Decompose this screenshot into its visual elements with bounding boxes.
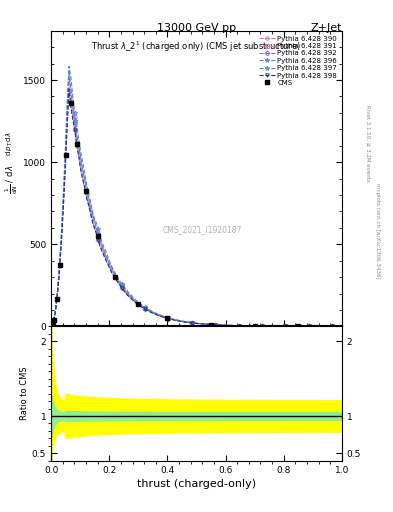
Pythia 6.428 397: [340, 323, 344, 329]
CMS: [69, 100, 74, 106]
CMS: [252, 323, 257, 329]
Pythia 6.428 392: [291, 323, 296, 329]
Pythia 6.428 397: [203, 321, 208, 327]
CMS: [84, 188, 88, 194]
CMS: [136, 301, 141, 307]
Text: Z+Jet: Z+Jet: [310, 23, 342, 33]
Pythia 6.428 396: [291, 323, 296, 329]
Pythia 6.428 398: [203, 321, 208, 327]
Pythia 6.428 397: [291, 323, 296, 329]
Pythia 6.428 396: [49, 323, 54, 329]
Pythia 6.428 397: [252, 323, 257, 329]
Line: Pythia 6.428 390: Pythia 6.428 390: [50, 68, 343, 328]
Pythia 6.428 391: [203, 321, 208, 327]
Pythia 6.428 397: [66, 70, 71, 76]
Pythia 6.428 397: [215, 322, 219, 328]
Pythia 6.428 396: [252, 323, 257, 329]
Line: CMS: CMS: [50, 101, 301, 329]
Line: Pythia 6.428 391: Pythia 6.428 391: [50, 75, 343, 328]
Pythia 6.428 391: [147, 307, 151, 313]
Pythia 6.428 390: [291, 323, 296, 329]
Text: CMS_2021_I1920187: CMS_2021_I1920187: [163, 225, 242, 234]
Pythia 6.428 398: [66, 86, 71, 92]
Pythia 6.428 392: [203, 321, 208, 327]
CMS: [55, 296, 59, 302]
Pythia 6.428 392: [147, 308, 151, 314]
CMS: [75, 141, 80, 147]
Pythia 6.428 390: [340, 323, 344, 329]
Pythia 6.428 391: [166, 315, 171, 322]
Pythia 6.428 390: [66, 67, 71, 73]
Pythia 6.428 390: [49, 323, 54, 329]
Text: 13000 GeV pp: 13000 GeV pp: [157, 23, 236, 33]
Y-axis label: $\frac{1}{\mathrm{d}N}$ / $\mathrm{d}\,\lambda$: $\frac{1}{\mathrm{d}N}$ / $\mathrm{d}\,\…: [4, 163, 20, 194]
Pythia 6.428 391: [291, 323, 296, 329]
Pythia 6.428 392: [166, 315, 171, 322]
CMS: [296, 323, 301, 329]
Pythia 6.428 397: [166, 315, 171, 322]
Y-axis label: Ratio to CMS: Ratio to CMS: [20, 367, 29, 420]
Pythia 6.428 398: [252, 323, 257, 329]
Legend: Pythia 6.428 390, Pythia 6.428 391, Pythia 6.428 392, Pythia 6.428 396, Pythia 6: Pythia 6.428 390, Pythia 6.428 391, Pyth…: [258, 34, 338, 88]
Text: $\mathrm{d}^2N$
$\mathrm{d}\,p_T\,\mathrm{d}\,\lambda$: $\mathrm{d}^2N$ $\mathrm{d}\,p_T\,\mathr…: [0, 131, 15, 156]
Pythia 6.428 391: [340, 323, 344, 329]
Pythia 6.428 396: [147, 306, 151, 312]
Pythia 6.428 392: [49, 323, 54, 329]
CMS: [95, 232, 100, 239]
Pythia 6.428 396: [166, 315, 171, 321]
Pythia 6.428 397: [147, 307, 151, 313]
Line: Pythia 6.428 396: Pythia 6.428 396: [49, 64, 344, 329]
Pythia 6.428 391: [252, 323, 257, 329]
Line: Pythia 6.428 398: Pythia 6.428 398: [50, 88, 343, 328]
Pythia 6.428 390: [147, 307, 151, 313]
Pythia 6.428 397: [49, 323, 54, 329]
CMS: [165, 315, 170, 321]
Line: Pythia 6.428 392: Pythia 6.428 392: [50, 87, 343, 328]
Line: Pythia 6.428 397: Pythia 6.428 397: [49, 71, 344, 329]
Pythia 6.428 392: [340, 323, 344, 329]
Text: mcplots.cern.ch [arXiv:1306.3436]: mcplots.cern.ch [arXiv:1306.3436]: [375, 183, 380, 278]
Pythia 6.428 392: [215, 322, 219, 328]
CMS: [57, 262, 62, 268]
Pythia 6.428 398: [49, 323, 54, 329]
Pythia 6.428 396: [340, 323, 344, 329]
Pythia 6.428 398: [291, 323, 296, 329]
Pythia 6.428 398: [340, 323, 344, 329]
Text: Thrust $\lambda$_2$^{1}$ (charged only) (CMS jet substructure): Thrust $\lambda$_2$^{1}$ (charged only) …: [92, 39, 301, 54]
Pythia 6.428 396: [215, 322, 219, 328]
CMS: [50, 322, 55, 328]
Pythia 6.428 390: [252, 323, 257, 329]
Pythia 6.428 391: [49, 323, 54, 329]
CMS: [113, 273, 118, 280]
Pythia 6.428 398: [147, 308, 151, 314]
X-axis label: thrust (charged-only): thrust (charged-only): [137, 479, 256, 489]
Pythia 6.428 396: [203, 321, 208, 327]
Pythia 6.428 390: [203, 321, 208, 327]
CMS: [51, 316, 56, 323]
CMS: [209, 322, 213, 328]
Pythia 6.428 398: [166, 315, 171, 322]
Pythia 6.428 392: [252, 323, 257, 329]
Pythia 6.428 398: [215, 322, 219, 328]
Pythia 6.428 390: [166, 315, 171, 321]
Text: Rivet 3.1.10, ≥ 3.2M events: Rivet 3.1.10, ≥ 3.2M events: [365, 105, 370, 182]
Pythia 6.428 391: [215, 322, 219, 328]
CMS: [63, 152, 68, 158]
Pythia 6.428 392: [66, 86, 71, 92]
Pythia 6.428 390: [215, 322, 219, 328]
Pythia 6.428 391: [66, 74, 71, 80]
Pythia 6.428 396: [66, 63, 71, 70]
